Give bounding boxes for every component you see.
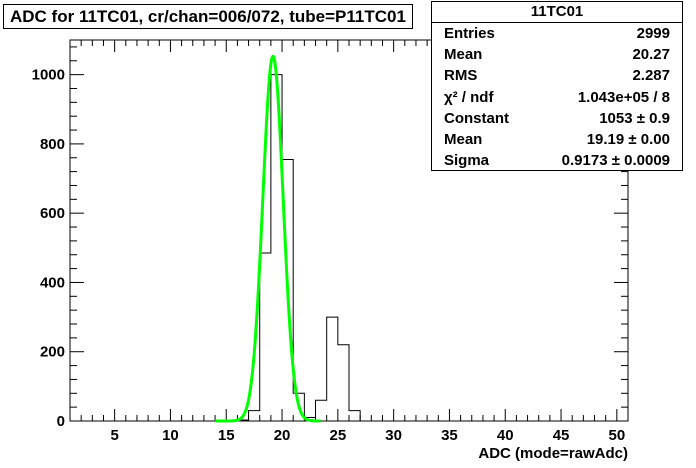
stats-row-chi2: χ² / ndf 1.043e+05 / 8 <box>432 87 682 108</box>
stats-row-rms: RMS 2.287 <box>432 65 682 86</box>
y-tick-label: 600 <box>40 205 65 222</box>
histogram-bin <box>260 253 271 421</box>
y-tick-label: 200 <box>40 344 65 361</box>
histogram-bin <box>327 317 338 421</box>
plot-title: ADC for 11TC01, cr/chan=006/072, tube=P1… <box>3 4 413 29</box>
x-axis-title: ADC (mode=rawAdc) <box>478 445 628 462</box>
stats-key: χ² / ndf <box>444 88 494 106</box>
histogram-bins <box>237 75 360 421</box>
histogram-outline <box>236 74 361 421</box>
x-tick-label: 25 <box>329 427 346 444</box>
stats-value: 0.9173 ± 0.0009 <box>561 152 670 170</box>
x-tick-label: 20 <box>274 427 291 444</box>
stats-key: Mean <box>444 130 483 148</box>
stats-key: Mean <box>444 46 483 64</box>
x-tick-label: 35 <box>441 427 458 444</box>
x-tick-label: 40 <box>497 427 514 444</box>
x-tick-label: 45 <box>553 427 570 444</box>
stats-key: Entries <box>444 25 495 42</box>
stats-row-mean: Mean 20.27 <box>432 44 682 65</box>
stats-row-entries: Entries 2999 <box>432 23 682 44</box>
stats-row-constant: Constant 1053 ± 0.9 <box>432 108 682 129</box>
stats-key: Constant <box>444 109 509 127</box>
x-tick-label: 50 <box>608 427 625 444</box>
gaussian-fit-curve <box>215 54 321 423</box>
histogram-bin <box>249 411 260 421</box>
stats-title: 11TC01 <box>432 2 682 23</box>
y-tick-label: 0 <box>57 413 65 430</box>
stats-value: 2.287 <box>632 67 670 85</box>
stats-row-fit-mean: Mean 19.19 ± 0.00 <box>432 129 682 150</box>
x-tick-labels: 5 10 15 20 25 30 35 40 45 50 <box>110 427 625 444</box>
stats-key: RMS <box>444 67 478 85</box>
histogram-bin <box>338 345 349 421</box>
x-tick-label: 10 <box>162 427 179 444</box>
stats-value: 20.27 <box>632 46 670 64</box>
y-tick-label: 1000 <box>32 67 65 84</box>
histogram-bin <box>349 411 360 421</box>
stats-value: 1.043e+05 / 8 <box>577 88 670 106</box>
y-tick-label: 400 <box>40 274 65 291</box>
stats-value: 19.19 ± 0.00 <box>586 130 670 148</box>
x-tick-label: 15 <box>218 427 235 444</box>
stats-key: Sigma <box>444 152 490 170</box>
x-tick-label: 5 <box>110 427 118 444</box>
stats-box: 11TC01 Entries 2999 Mean 20.27 RMS 2.287… <box>431 1 683 171</box>
y-tick-labels: 0 200 400 600 800 1000 <box>32 67 65 430</box>
stats-value: 1053 ± 0.9 <box>599 109 670 127</box>
stats-value: 2999 <box>636 25 670 42</box>
histogram-bin <box>316 400 327 421</box>
x-tick-label: 30 <box>385 427 402 444</box>
stats-row-sigma: Sigma 0.9173 ± 0.0009 <box>432 150 682 171</box>
y-tick-label: 800 <box>40 136 65 153</box>
